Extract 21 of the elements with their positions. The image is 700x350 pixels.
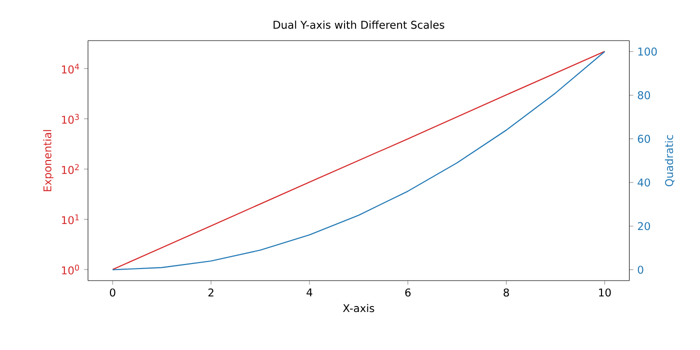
y2-tick-label: 40 <box>638 178 650 187</box>
chart-title: Dual Y-axis with Different Scales <box>274 20 444 29</box>
x-tick-label: 4 <box>306 288 312 296</box>
x-tick-label: 10 <box>599 288 611 297</box>
x-tick-label: 6 <box>405 288 411 297</box>
y2-tick-label: 0 <box>638 266 644 274</box>
y2-tick-label: 60 <box>638 134 650 143</box>
y2-tick-label: 80 <box>638 91 650 100</box>
y2-tick-label: 20 <box>638 222 650 230</box>
x-axis-title: X-axis <box>342 304 374 312</box>
y-tick-label: 10$^{2}$ <box>62 164 79 174</box>
x-tick-label: 8 <box>504 288 509 297</box>
y-tick-label: 10$^{3}$ <box>62 114 79 124</box>
y-tick-label: 10$^{1}$ <box>62 214 79 224</box>
y-tick-label: 10$^{0}$ <box>62 264 79 274</box>
y2-tick-label: 100 <box>638 48 657 56</box>
y2-axis-title: Quadratic <box>664 135 674 186</box>
x-tick-label: 0 <box>110 288 116 297</box>
y-axis-title: Exponential <box>43 130 54 192</box>
x-tick-label: 2 <box>208 288 214 296</box>
y-tick-label: 10$^{4}$ <box>62 64 80 74</box>
